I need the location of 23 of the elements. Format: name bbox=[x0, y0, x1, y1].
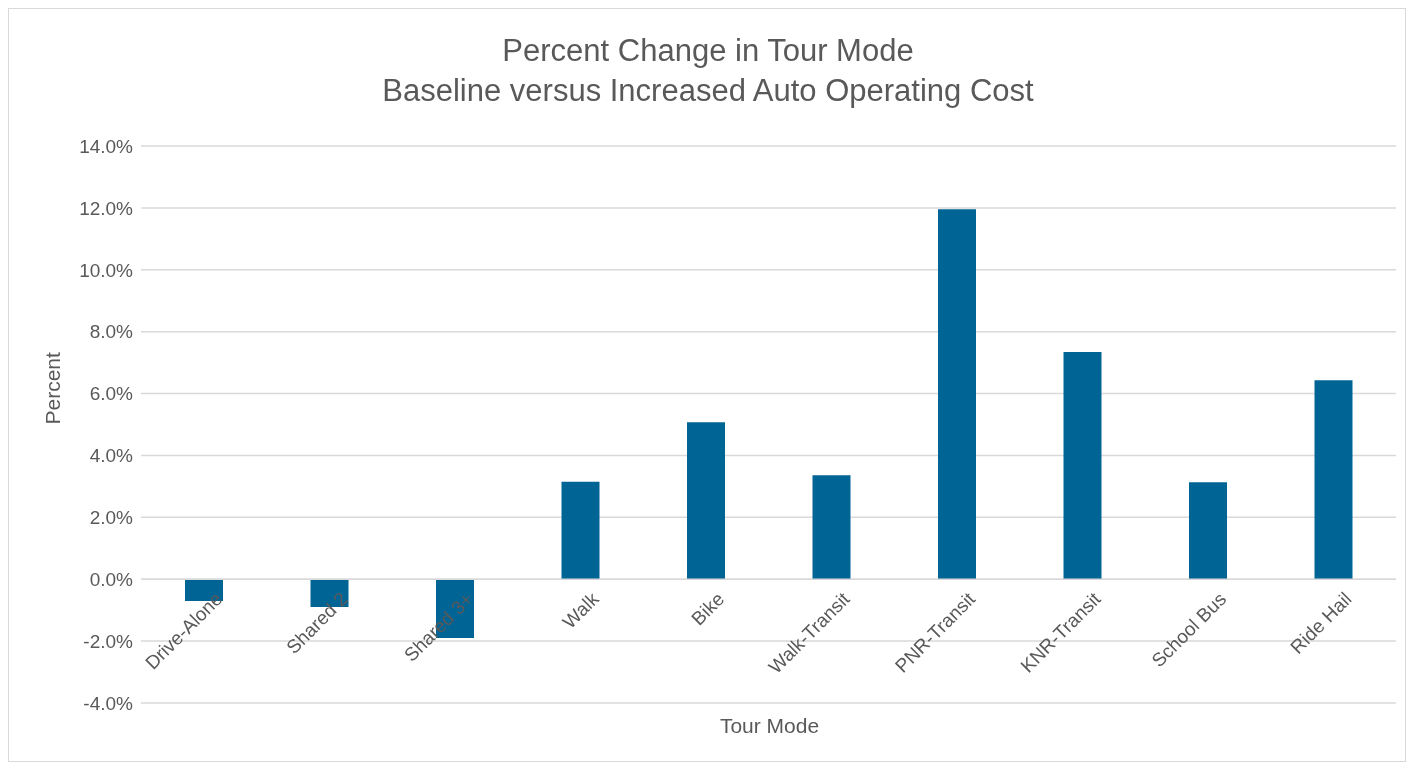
bar bbox=[1189, 482, 1227, 580]
x-tick-label: Bike bbox=[687, 588, 729, 630]
x-axis-title: Tour Mode bbox=[718, 714, 821, 738]
bar bbox=[687, 422, 725, 580]
y-tick-label: 2.0% bbox=[89, 507, 134, 529]
y-tick-label: 6.0% bbox=[89, 383, 134, 405]
y-tick-label: 4.0% bbox=[89, 445, 134, 467]
bar bbox=[1063, 352, 1102, 580]
bar bbox=[938, 209, 976, 580]
bar bbox=[812, 475, 851, 580]
chart-subtitle: Baseline versus Increased Auto Operating Cost bbox=[381, 72, 1035, 110]
chart-title: Percent Change in Tour Mode bbox=[501, 32, 915, 70]
y-tick-label: 12.0% bbox=[79, 197, 134, 219]
y-tick-label: -2.0% bbox=[83, 630, 134, 652]
y-tick-label: 8.0% bbox=[89, 321, 134, 343]
y-tick-label: -4.0% bbox=[83, 692, 134, 714]
bar bbox=[561, 481, 600, 580]
y-tick-label: 14.0% bbox=[79, 135, 134, 157]
bar bbox=[1314, 380, 1353, 580]
y-axis-title: Percent bbox=[41, 351, 65, 425]
x-tick-label: Ride Hail bbox=[1286, 588, 1356, 658]
y-tick-label: 0.0% bbox=[89, 568, 134, 590]
y-tick-label: 10.0% bbox=[79, 259, 134, 281]
